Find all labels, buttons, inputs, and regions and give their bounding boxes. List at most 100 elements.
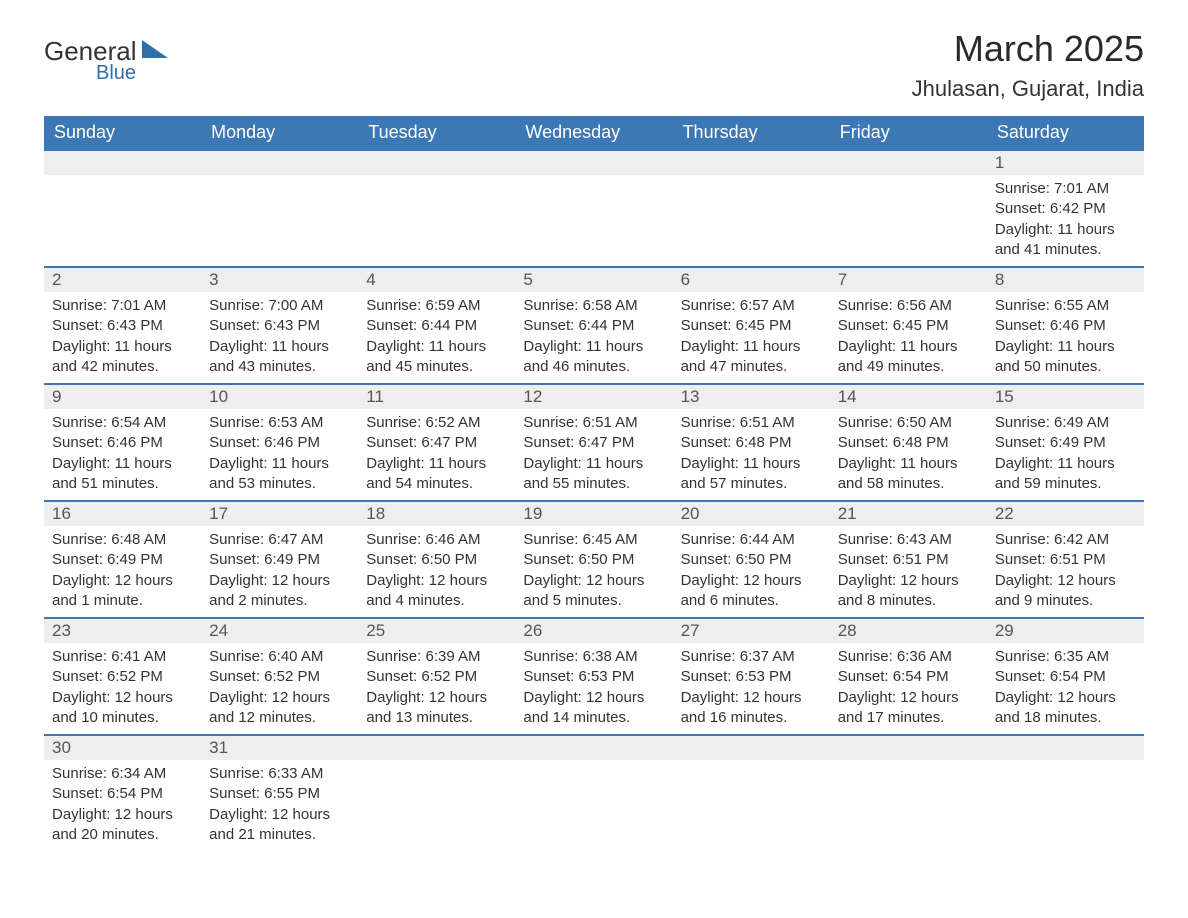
daylight-text: Daylight: 12 hours and 16 minutes. <box>681 688 822 729</box>
sunrise-text: Sunrise: 6:42 AM <box>995 530 1136 550</box>
day-detail-row: Sunrise: 6:48 AMSunset: 6:49 PMDaylight:… <box>44 526 1144 618</box>
day-number-cell: 9 <box>44 384 201 409</box>
day-number-cell: 30 <box>44 735 201 760</box>
day-number-cell: 26 <box>515 618 672 643</box>
day-number-cell: 11 <box>358 384 515 409</box>
day-number-cell: 21 <box>830 501 987 526</box>
sunrise-text: Sunrise: 6:49 AM <box>995 413 1136 433</box>
day-number-cell: 29 <box>987 618 1144 643</box>
sunset-text: Sunset: 6:44 PM <box>366 316 507 336</box>
day-detail-cell: Sunrise: 6:41 AMSunset: 6:52 PMDaylight:… <box>44 643 201 735</box>
day-number-cell: 31 <box>201 735 358 760</box>
day-number-row: 3031 <box>44 735 1144 760</box>
day-detail-cell: Sunrise: 7:00 AMSunset: 6:43 PMDaylight:… <box>201 292 358 384</box>
page-header: General Blue March 2025 Jhulasan, Gujara… <box>44 28 1144 102</box>
sunrise-text: Sunrise: 6:40 AM <box>209 647 350 667</box>
day-number-cell: 8 <box>987 267 1144 292</box>
day-number-row: 23242526272829 <box>44 618 1144 643</box>
day-detail-cell: Sunrise: 6:58 AMSunset: 6:44 PMDaylight:… <box>515 292 672 384</box>
month-title: March 2025 <box>912 28 1144 70</box>
day-number-cell: 4 <box>358 267 515 292</box>
day-detail-row: Sunrise: 7:01 AMSunset: 6:42 PMDaylight:… <box>44 175 1144 267</box>
sunrise-text: Sunrise: 6:33 AM <box>209 764 350 784</box>
day-detail-cell <box>673 760 830 851</box>
daylight-text: Daylight: 11 hours and 42 minutes. <box>52 337 193 378</box>
daylight-text: Daylight: 11 hours and 57 minutes. <box>681 454 822 495</box>
day-number-cell <box>358 150 515 175</box>
day-detail-cell <box>987 760 1144 851</box>
day-detail-row: Sunrise: 6:54 AMSunset: 6:46 PMDaylight:… <box>44 409 1144 501</box>
sunset-text: Sunset: 6:54 PM <box>52 784 193 804</box>
sunset-text: Sunset: 6:54 PM <box>838 667 979 687</box>
sunrise-text: Sunrise: 6:43 AM <box>838 530 979 550</box>
sunrise-text: Sunrise: 6:55 AM <box>995 296 1136 316</box>
sunrise-text: Sunrise: 6:56 AM <box>838 296 979 316</box>
sunset-text: Sunset: 6:54 PM <box>995 667 1136 687</box>
sunset-text: Sunset: 6:46 PM <box>209 433 350 453</box>
day-detail-cell: Sunrise: 6:50 AMSunset: 6:48 PMDaylight:… <box>830 409 987 501</box>
daylight-text: Daylight: 12 hours and 1 minute. <box>52 571 193 612</box>
day-number-cell: 6 <box>673 267 830 292</box>
sunset-text: Sunset: 6:53 PM <box>523 667 664 687</box>
day-header: Friday <box>830 116 987 150</box>
day-detail-cell: Sunrise: 6:40 AMSunset: 6:52 PMDaylight:… <box>201 643 358 735</box>
logo-text-main: General <box>44 38 137 64</box>
day-detail-cell: Sunrise: 6:47 AMSunset: 6:49 PMDaylight:… <box>201 526 358 618</box>
day-number-cell: 15 <box>987 384 1144 409</box>
day-detail-cell: Sunrise: 6:39 AMSunset: 6:52 PMDaylight:… <box>358 643 515 735</box>
day-header-row: SundayMondayTuesdayWednesdayThursdayFrid… <box>44 116 1144 150</box>
day-detail-cell: Sunrise: 6:57 AMSunset: 6:45 PMDaylight:… <box>673 292 830 384</box>
sunrise-text: Sunrise: 6:36 AM <box>838 647 979 667</box>
day-detail-cell <box>44 175 201 267</box>
daylight-text: Daylight: 11 hours and 43 minutes. <box>209 337 350 378</box>
sunset-text: Sunset: 6:49 PM <box>209 550 350 570</box>
title-block: March 2025 Jhulasan, Gujarat, India <box>912 28 1144 102</box>
daylight-text: Daylight: 11 hours and 53 minutes. <box>209 454 350 495</box>
day-number-cell: 12 <box>515 384 672 409</box>
day-number-cell <box>515 150 672 175</box>
day-number-cell: 16 <box>44 501 201 526</box>
day-number-cell: 22 <box>987 501 1144 526</box>
day-detail-cell <box>515 760 672 851</box>
day-number-cell <box>358 735 515 760</box>
day-number-row: 9101112131415 <box>44 384 1144 409</box>
day-detail-cell: Sunrise: 6:46 AMSunset: 6:50 PMDaylight:… <box>358 526 515 618</box>
sunrise-text: Sunrise: 6:51 AM <box>681 413 822 433</box>
day-number-cell: 1 <box>987 150 1144 175</box>
sunset-text: Sunset: 6:51 PM <box>838 550 979 570</box>
sunrise-text: Sunrise: 6:46 AM <box>366 530 507 550</box>
daylight-text: Daylight: 12 hours and 17 minutes. <box>838 688 979 729</box>
sunrise-text: Sunrise: 6:34 AM <box>52 764 193 784</box>
sunset-text: Sunset: 6:48 PM <box>681 433 822 453</box>
daylight-text: Daylight: 12 hours and 8 minutes. <box>838 571 979 612</box>
day-number-cell: 14 <box>830 384 987 409</box>
day-header: Tuesday <box>358 116 515 150</box>
day-detail-cell <box>201 175 358 267</box>
sunrise-text: Sunrise: 7:01 AM <box>995 179 1136 199</box>
day-number-cell: 10 <box>201 384 358 409</box>
day-number-cell: 27 <box>673 618 830 643</box>
day-detail-cell: Sunrise: 6:37 AMSunset: 6:53 PMDaylight:… <box>673 643 830 735</box>
day-detail-cell: Sunrise: 6:34 AMSunset: 6:54 PMDaylight:… <box>44 760 201 851</box>
day-detail-cell: Sunrise: 6:35 AMSunset: 6:54 PMDaylight:… <box>987 643 1144 735</box>
sunrise-text: Sunrise: 6:52 AM <box>366 413 507 433</box>
day-detail-cell: Sunrise: 6:42 AMSunset: 6:51 PMDaylight:… <box>987 526 1144 618</box>
sunset-text: Sunset: 6:49 PM <box>995 433 1136 453</box>
daylight-text: Daylight: 12 hours and 13 minutes. <box>366 688 507 729</box>
day-number-cell <box>44 150 201 175</box>
day-detail-cell: Sunrise: 6:45 AMSunset: 6:50 PMDaylight:… <box>515 526 672 618</box>
sunrise-text: Sunrise: 6:50 AM <box>838 413 979 433</box>
sunset-text: Sunset: 6:50 PM <box>366 550 507 570</box>
day-header: Wednesday <box>515 116 672 150</box>
daylight-text: Daylight: 11 hours and 45 minutes. <box>366 337 507 378</box>
daylight-text: Daylight: 11 hours and 49 minutes. <box>838 337 979 378</box>
day-detail-cell <box>673 175 830 267</box>
sunrise-text: Sunrise: 7:01 AM <box>52 296 193 316</box>
sunset-text: Sunset: 6:53 PM <box>681 667 822 687</box>
sunrise-text: Sunrise: 6:35 AM <box>995 647 1136 667</box>
sunset-text: Sunset: 6:46 PM <box>995 316 1136 336</box>
day-detail-cell: Sunrise: 6:51 AMSunset: 6:47 PMDaylight:… <box>515 409 672 501</box>
daylight-text: Daylight: 11 hours and 55 minutes. <box>523 454 664 495</box>
day-number-cell: 19 <box>515 501 672 526</box>
day-detail-row: Sunrise: 6:41 AMSunset: 6:52 PMDaylight:… <box>44 643 1144 735</box>
